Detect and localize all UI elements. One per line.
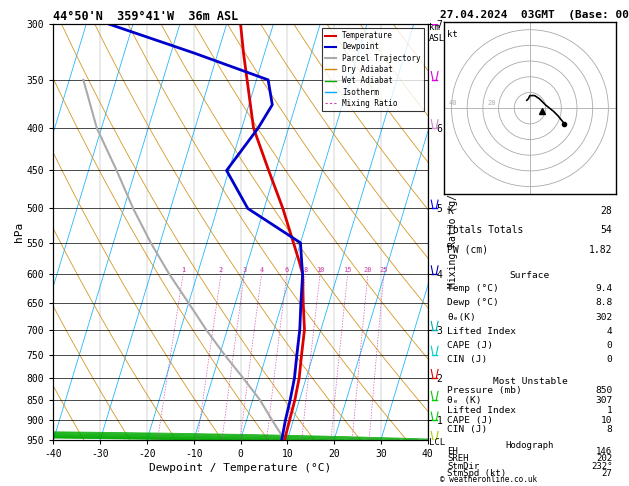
Text: K: K <box>447 206 454 216</box>
Text: 4: 4 <box>259 267 264 274</box>
Text: CIN (J): CIN (J) <box>447 425 487 434</box>
Text: Totals Totals: Totals Totals <box>447 226 524 235</box>
Text: 10: 10 <box>601 416 613 425</box>
Text: 0: 0 <box>606 341 613 350</box>
Text: © weatheronline.co.uk: © weatheronline.co.uk <box>440 475 537 484</box>
Text: 6: 6 <box>284 267 289 274</box>
Text: 40: 40 <box>448 100 457 106</box>
Text: 1: 1 <box>606 406 613 415</box>
Text: Hodograph: Hodograph <box>506 441 554 450</box>
Text: Pressure (mb): Pressure (mb) <box>447 386 522 395</box>
Text: Lifted Index: Lifted Index <box>447 327 516 336</box>
Text: 15: 15 <box>343 267 352 274</box>
Text: 0: 0 <box>606 355 613 364</box>
Text: Most Unstable: Most Unstable <box>493 377 567 386</box>
Text: 8.8: 8.8 <box>595 298 613 308</box>
Text: 54: 54 <box>601 226 613 235</box>
Text: 2: 2 <box>219 267 223 274</box>
Text: 232°: 232° <box>591 462 613 470</box>
Text: 20: 20 <box>364 267 372 274</box>
Text: LCL: LCL <box>429 438 445 448</box>
Text: 850: 850 <box>595 386 613 395</box>
Text: PW (cm): PW (cm) <box>447 244 489 255</box>
Text: 8: 8 <box>303 267 308 274</box>
Text: 3: 3 <box>242 267 247 274</box>
Text: Lifted Index: Lifted Index <box>447 406 516 415</box>
Text: StmSpd (kt): StmSpd (kt) <box>447 469 506 478</box>
Text: 1.82: 1.82 <box>589 244 613 255</box>
X-axis label: Dewpoint / Temperature (°C): Dewpoint / Temperature (°C) <box>150 463 331 473</box>
Text: 9.4: 9.4 <box>595 284 613 293</box>
Text: θₑ(K): θₑ(K) <box>447 312 476 322</box>
Text: 302: 302 <box>595 312 613 322</box>
Text: θₑ (K): θₑ (K) <box>447 396 482 405</box>
Text: 27: 27 <box>602 469 613 478</box>
Y-axis label: hPa: hPa <box>14 222 24 242</box>
Text: Temp (°C): Temp (°C) <box>447 284 499 293</box>
Legend: Temperature, Dewpoint, Parcel Trajectory, Dry Adiabat, Wet Adiabat, Isotherm, Mi: Temperature, Dewpoint, Parcel Trajectory… <box>321 28 424 111</box>
Text: 25: 25 <box>379 267 388 274</box>
Text: CAPE (J): CAPE (J) <box>447 416 494 425</box>
Text: Surface: Surface <box>510 271 550 280</box>
Text: km
ASL: km ASL <box>429 23 445 43</box>
Text: 8: 8 <box>606 425 613 434</box>
Text: CAPE (J): CAPE (J) <box>447 341 494 350</box>
Text: kt: kt <box>447 30 457 39</box>
Text: EH: EH <box>447 448 458 456</box>
Text: 44°50'N  359°41'W  36m ASL: 44°50'N 359°41'W 36m ASL <box>53 10 239 23</box>
Text: 307: 307 <box>595 396 613 405</box>
Text: 27.04.2024  03GMT  (Base: 00): 27.04.2024 03GMT (Base: 00) <box>440 10 629 20</box>
Text: 146: 146 <box>596 448 613 456</box>
Text: 202: 202 <box>596 454 613 464</box>
Y-axis label: Mixing Ratio (g/kg): Mixing Ratio (g/kg) <box>448 176 458 288</box>
Text: 10: 10 <box>316 267 324 274</box>
Text: SREH: SREH <box>447 454 469 464</box>
Text: CIN (J): CIN (J) <box>447 355 487 364</box>
Text: 20: 20 <box>487 100 496 106</box>
Text: 1: 1 <box>181 267 185 274</box>
Text: 4: 4 <box>606 327 613 336</box>
Text: StmDir: StmDir <box>447 462 480 470</box>
Text: 28: 28 <box>601 206 613 216</box>
Text: Dewp (°C): Dewp (°C) <box>447 298 499 308</box>
